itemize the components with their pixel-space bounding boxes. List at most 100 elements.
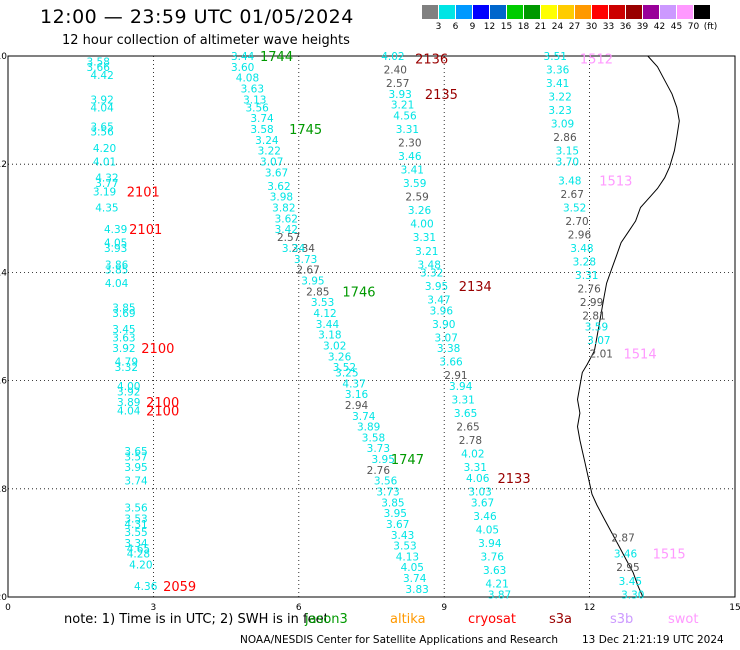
lat-tick-label: -14 — [0, 268, 7, 278]
wave-height-value: 4.37 — [342, 378, 365, 390]
wave-height-value: 2.67 — [296, 265, 319, 277]
pass-time-label: 1747 — [391, 453, 424, 468]
wave-height-value: 2.96 — [568, 230, 592, 242]
legend-swatch — [524, 5, 541, 19]
wave-height-value: 3.95 — [384, 508, 407, 520]
wave-height-value: 4.04 — [105, 278, 129, 290]
wave-height-value: 3.47 — [427, 294, 450, 306]
wave-height-value: 3.13 — [243, 94, 266, 106]
legend-swatch — [643, 5, 660, 19]
wave-height-value: 3.24 — [255, 135, 279, 147]
wave-height-value: 3.48 — [570, 243, 593, 255]
wave-height-value: 3.41 — [401, 165, 424, 177]
wave-height-value: 3.41 — [546, 78, 569, 90]
wave-height-value: 2.57 — [277, 232, 300, 244]
legend-swatch — [422, 5, 439, 19]
wave-height-value: 3.31 — [396, 124, 419, 136]
wave-height-value: 4.04 — [90, 102, 114, 114]
wave-height-value: 3.66 — [439, 357, 463, 369]
wave-height-value: 2.91 — [444, 370, 467, 382]
lat-tick-label: -20 — [0, 593, 7, 603]
wave-height-value: 3.21 — [415, 246, 438, 258]
wave-height-value: 3.52 — [563, 202, 586, 214]
wave-height-value: 4.02 — [461, 449, 484, 461]
wave-height-value: 3.31 — [451, 395, 474, 407]
wave-height-value: 3.36 — [546, 65, 570, 77]
wave-height-value: 4.42 — [90, 70, 113, 82]
lon-tick-label: 12 — [584, 603, 595, 613]
wave-height-value: 3.66 — [87, 62, 111, 74]
lat-tick-label: -10 — [0, 52, 7, 62]
wave-height-value: 3.22 — [548, 92, 571, 104]
satellite-legend-s3a: s3a — [549, 612, 573, 627]
legend-label: 15 — [500, 22, 513, 32]
wave-height-value: 4.20 — [129, 560, 152, 572]
pass-time-label: 1514 — [624, 348, 657, 363]
wave-height-value: 3.62 — [275, 213, 298, 225]
wave-height-value: 3.83 — [405, 584, 428, 596]
wave-height-value: 3.43 — [391, 530, 414, 542]
coastline — [576, 55, 680, 598]
lon-tick-label: 9 — [441, 603, 447, 613]
legend-swatch — [490, 5, 507, 19]
legend-swatch — [575, 5, 592, 19]
wave-height-value: 3.87 — [488, 589, 511, 601]
wave-height-value: 2.86 — [553, 132, 577, 144]
footer-note: note: 1) Time is in UTC; 2) SWH is in fe… — [64, 612, 329, 627]
wave-height-value: 3.95 — [372, 454, 395, 466]
wave-height-value: 4.02 — [381, 51, 404, 63]
wave-height-value: 3.46 — [473, 511, 497, 523]
wave-height-value: 3.46 — [614, 549, 638, 561]
wave-height-value: 3.69 — [112, 308, 135, 320]
wave-height-value: 3.32 — [115, 362, 138, 374]
wave-height-value: 3.73 — [376, 487, 399, 499]
wave-height-value: 3.82 — [272, 202, 295, 214]
wave-height-value: 2.87 — [611, 532, 634, 544]
wave-height-value: 3.53 — [393, 541, 416, 553]
pass-time-label: 1512 — [580, 53, 613, 68]
wave-height-value: 3.65 — [124, 446, 147, 458]
pass-time-label: 2133 — [498, 472, 531, 487]
legend-swatch — [660, 5, 677, 19]
wave-height-value: 3.31 — [464, 462, 487, 474]
wave-height-value: 3.85 — [105, 265, 128, 277]
wave-height-value: 4.05 — [476, 524, 499, 536]
satellite-legend-swot: swot — [668, 612, 699, 627]
legend-label: 12 — [483, 22, 496, 32]
wave-height-value: 2.85 — [306, 286, 329, 298]
wave-height-value: 3.67 — [471, 497, 494, 509]
wave-height-value: 4.39 — [104, 224, 127, 236]
lon-tick-label: 0 — [5, 603, 11, 613]
wave-height-value: 3.74 — [403, 573, 427, 585]
wave-height-value: 3.15 — [556, 146, 579, 158]
legend-label: 70 — [687, 22, 700, 32]
wave-height-value: 4.31 — [124, 519, 147, 531]
pass-time-label: 2136 — [415, 53, 448, 68]
timestamp-text: 13 Dec 21:21:19 UTC 2024 — [582, 634, 724, 646]
legend-swatch — [558, 5, 575, 19]
wave-height-value: 3.93 — [388, 89, 411, 101]
legend-label: 33 — [602, 22, 615, 32]
legend-label: 21 — [534, 22, 547, 32]
wave-height-value: 3.42 — [275, 224, 298, 236]
wave-height-value: 4.00 — [117, 381, 140, 393]
wave-height-value: 3.09 — [551, 119, 574, 131]
wave-height-value: 3.70 — [556, 156, 579, 168]
wave-height-value: 3.85 — [381, 497, 404, 509]
legend-swatch — [592, 5, 609, 19]
wave-height-value: 3.74 — [352, 411, 376, 423]
wave-height-value: 3.25 — [335, 367, 358, 379]
wave-height-value: 3.76 — [481, 551, 505, 563]
wave-height-value: 4.04 — [117, 405, 141, 417]
credit-text: NOAA/NESDIS Center for Satellite Applica… — [240, 634, 558, 646]
wave-height-value: 2.99 — [580, 297, 603, 309]
wave-height-value: 4.56 — [393, 111, 417, 123]
wave-height-value: 3.28 — [573, 257, 596, 269]
wave-height-value: 4.35 — [95, 202, 118, 214]
wave-height-value: 4.12 — [313, 308, 336, 320]
pass-time-label: 2100 — [146, 396, 179, 411]
wave-height-value: 3.62 — [267, 181, 290, 193]
satellite-legend-altika: altika — [390, 612, 426, 627]
wave-height-value: 4.36 — [134, 581, 158, 593]
wave-height-value: 3.44 — [231, 51, 255, 63]
